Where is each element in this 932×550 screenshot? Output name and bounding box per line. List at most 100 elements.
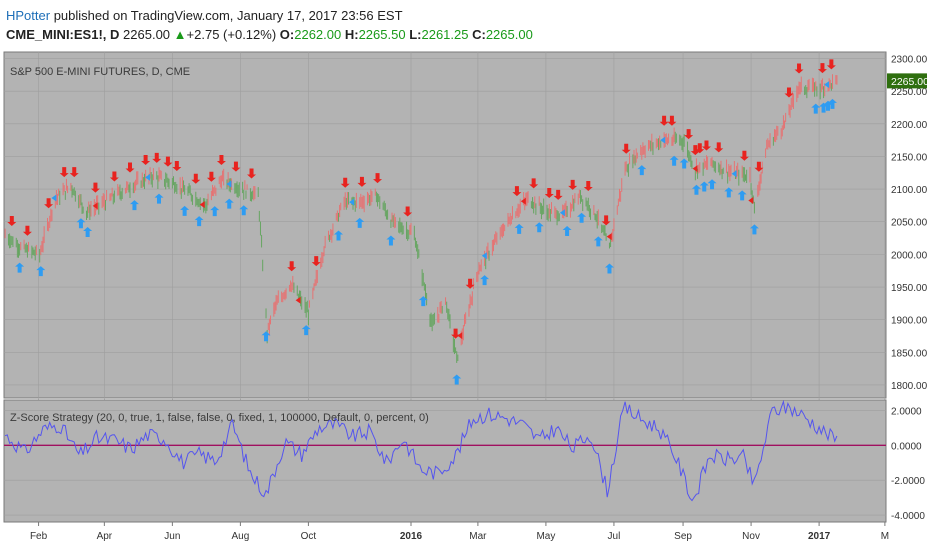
buy-signal-arrow xyxy=(827,98,837,109)
buy-signal-arrow xyxy=(534,222,544,233)
sell-signal-arrow xyxy=(529,178,539,189)
time-axis[interactable]: Feb Apr Jun Aug Oct 2016 Mar May Jul Sep Nov 2017 M xyxy=(30,522,889,542)
close-label: C: xyxy=(472,27,486,42)
low-value: 2261.25 xyxy=(421,27,469,42)
sell-signal-arrow xyxy=(231,161,241,172)
high-label: H: xyxy=(344,27,359,42)
open-value: 2262.00 xyxy=(294,27,342,42)
sell-signal-arrow xyxy=(90,182,100,193)
entry-marker xyxy=(199,201,205,209)
buy-signal-arrow xyxy=(577,212,587,223)
sell-signal-arrow xyxy=(465,278,475,289)
sell-signal-arrow xyxy=(667,115,677,126)
sell-signal-arrow xyxy=(794,63,804,74)
buy-signal-arrow xyxy=(261,331,271,342)
buy-signal-arrow xyxy=(749,224,759,235)
symbol-label[interactable]: CME_MINI:ES1!, D xyxy=(6,27,120,42)
time-tick-label: Mar xyxy=(469,531,487,542)
trade-signals xyxy=(7,59,837,385)
price-tick-label: 1900.00 xyxy=(891,316,928,327)
publish-line: HPotter published on TradingView.com, Ja… xyxy=(6,8,403,23)
buy-signal-arrow xyxy=(334,230,344,241)
entry-marker xyxy=(145,173,151,181)
sell-signal-arrow xyxy=(690,145,700,156)
entry-marker xyxy=(606,233,612,241)
time-tick-label: Sep xyxy=(674,531,692,542)
last-price-tag: 2265.00 xyxy=(887,73,929,89)
buy-signal-arrow xyxy=(129,200,139,211)
price-change: +2.75 (+0.12%) xyxy=(186,27,277,42)
sell-signal-arrow xyxy=(69,167,79,178)
sell-signal-arrow xyxy=(784,87,794,98)
sell-signal-arrow xyxy=(621,143,631,154)
buy-signal-arrow xyxy=(355,217,365,228)
indicator-axis[interactable]: 2.0000 0.0000 -2.0000 -4.0000 xyxy=(891,406,925,522)
entry-marker xyxy=(226,180,232,188)
sell-signal-arrow xyxy=(59,167,69,178)
price-grid xyxy=(4,52,886,522)
sell-signal-arrow xyxy=(247,168,257,179)
entry-marker xyxy=(559,209,565,217)
close-value: 2265.00 xyxy=(485,27,533,42)
quote-line: CME_MINI:ES1!, D 2265.00 ▲+2.75 (+0.12%)… xyxy=(6,27,533,42)
entry-marker xyxy=(92,202,98,210)
sell-signal-arrow xyxy=(109,171,119,182)
price-tick-label: 1950.00 xyxy=(891,283,928,294)
sell-signal-arrow xyxy=(373,173,383,184)
buy-signal-arrow xyxy=(180,205,190,216)
price-tick-label: 2050.00 xyxy=(891,218,928,229)
indicator-tick-label: 0.0000 xyxy=(891,441,922,452)
sell-signal-arrow xyxy=(340,177,350,188)
buy-signal-arrow xyxy=(707,179,717,190)
author-link[interactable]: HPotter xyxy=(6,8,51,23)
price-tick-label: 2250.00 xyxy=(891,87,928,98)
price-tick-label: 1850.00 xyxy=(891,348,928,359)
buy-signal-arrow xyxy=(36,266,46,277)
time-tick-label: Apr xyxy=(97,531,113,542)
last-price: 2265.00 xyxy=(123,27,171,42)
sell-signal-arrow xyxy=(451,328,461,339)
sell-signal-arrow xyxy=(826,59,836,70)
sell-signal-arrow xyxy=(601,215,611,226)
indicator-tick-label: -2.0000 xyxy=(891,476,925,487)
buy-signal-arrow xyxy=(637,165,647,176)
sell-signal-arrow xyxy=(701,140,711,151)
sell-signal-arrow xyxy=(287,261,297,272)
sell-signal-arrow xyxy=(216,154,226,165)
price-pane-title: S&P 500 E-MINI FUTURES, D, CME xyxy=(10,66,190,78)
entry-marker xyxy=(295,296,301,304)
buy-signal-arrow xyxy=(386,235,396,246)
indicator-pane[interactable] xyxy=(3,399,887,523)
buy-signal-arrow xyxy=(514,223,524,234)
price-pane[interactable] xyxy=(3,51,887,399)
sell-signal-arrow xyxy=(659,115,669,126)
chart-canvas[interactable]: S&P 500 E-MINI FUTURES, D, CME 2300.00 22… xyxy=(0,48,932,550)
buy-signal-arrow xyxy=(823,100,833,111)
publish-info: published on TradingView.com, January 17… xyxy=(53,8,403,23)
sell-signal-arrow xyxy=(7,216,17,227)
sell-signal-arrow xyxy=(141,154,151,165)
buy-signal-arrow xyxy=(811,103,821,114)
buy-signal-arrow xyxy=(699,181,709,192)
entry-marker xyxy=(520,197,526,205)
buy-signal-arrow xyxy=(76,218,86,229)
time-tick-label: Jul xyxy=(608,531,621,542)
sell-signal-arrow xyxy=(22,225,32,236)
indicator-tick-label: -4.0000 xyxy=(891,511,925,522)
buy-signal-arrow xyxy=(593,236,603,247)
entry-marker xyxy=(349,198,355,206)
entry-marker xyxy=(731,170,737,178)
low-label: L: xyxy=(409,27,422,42)
buy-signal-arrow xyxy=(15,262,25,273)
buy-signal-arrow xyxy=(562,225,572,236)
buy-signal-arrow xyxy=(604,263,614,274)
time-tick-label: Oct xyxy=(301,531,317,542)
sell-signal-arrow xyxy=(311,256,321,267)
indicator-tick-label: 2.0000 xyxy=(891,406,922,417)
buy-signal-arrow xyxy=(691,184,701,195)
price-tick-label: 1800.00 xyxy=(891,381,928,392)
sell-signal-arrow xyxy=(684,129,694,140)
sell-signal-arrow xyxy=(125,162,135,173)
price-axis[interactable]: 2300.00 2250.00 2200.00 2150.00 2100.00 2050.… xyxy=(891,55,928,392)
sell-signal-arrow xyxy=(357,176,367,187)
